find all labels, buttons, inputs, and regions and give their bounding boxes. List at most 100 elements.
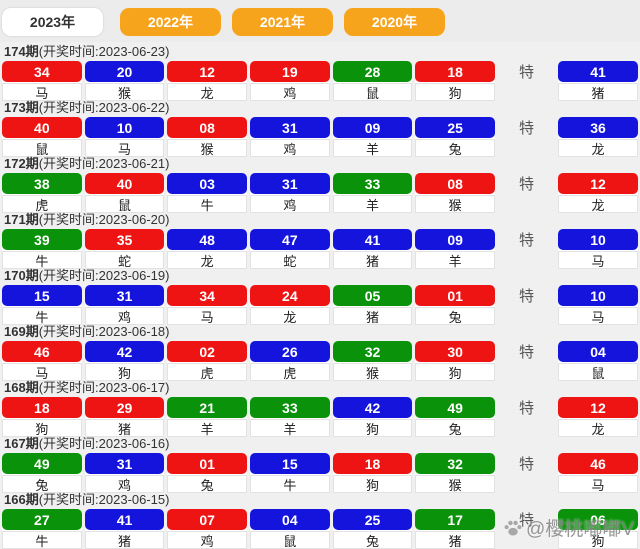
special-label: 特 xyxy=(518,400,534,417)
zodiac-label: 兔 xyxy=(415,419,495,437)
zodiac-label: 龙 xyxy=(249,307,330,325)
number-cell: 01 兔 xyxy=(415,285,495,325)
zodiac-label: 猪 xyxy=(332,251,413,269)
zodiac-label: 虎 xyxy=(2,195,82,213)
zodiac-label: 猪 xyxy=(332,307,413,325)
zodiac-label: 猪 xyxy=(415,531,495,549)
draw-block: 173期(开奖时间:2023-06-22) 40 鼠 10 马 08 猴 31 鸡 09 羊 25 兔… xyxy=(0,99,640,157)
number-cell: 49 兔 xyxy=(415,397,495,437)
draw-title: 169期(开奖时间:2023-06-18) xyxy=(0,323,640,341)
number-ball: 04 xyxy=(249,509,330,530)
number-cell: 21 羊 xyxy=(167,397,247,437)
number-ball: 04 xyxy=(557,341,638,362)
number-ball: 12 xyxy=(167,61,247,82)
number-ball: 24 xyxy=(249,285,330,306)
draw-title: 172期(开奖时间:2023-06-21) xyxy=(0,155,640,173)
number-cell: 40 鼠 xyxy=(84,173,165,213)
special-label: 特 xyxy=(518,456,534,473)
draw-period: 170期 xyxy=(4,268,39,283)
number-ball: 27 xyxy=(2,509,82,530)
tab-2023[interactable]: 2023年 xyxy=(2,8,103,36)
number-cell: 07 鸡 xyxy=(167,509,247,549)
special-label: 特 xyxy=(518,232,534,249)
number-cell: 15 牛 xyxy=(2,285,82,325)
special-cell: 04 鼠 xyxy=(557,341,638,381)
tab-2022[interactable]: 2022年 xyxy=(120,8,221,36)
number-cell: 31 鸡 xyxy=(84,285,165,325)
draw-period: 172期 xyxy=(4,156,39,171)
zodiac-label: 马 xyxy=(557,251,638,269)
number-ball: 46 xyxy=(557,453,638,474)
zodiac-label: 马 xyxy=(557,475,638,493)
number-cell: 24 龙 xyxy=(249,285,330,325)
zodiac-label: 羊 xyxy=(332,139,413,157)
number-ball: 31 xyxy=(249,117,330,138)
number-ball: 31 xyxy=(84,453,165,474)
number-cell: 49 兔 xyxy=(2,453,82,493)
number-cell: 41 猪 xyxy=(332,229,413,269)
number-ball: 09 xyxy=(415,229,495,250)
draw-row: 34 马 20 猴 12 龙 19 鸡 28 鼠 18 狗 特 41 猪 xyxy=(0,61,640,101)
draw-time: (开奖时间:2023-06-17) xyxy=(38,380,170,395)
number-ball: 01 xyxy=(415,285,495,306)
draw-period: 167期 xyxy=(4,436,39,451)
draw-block: 172期(开奖时间:2023-06-21) 38 虎 40 鼠 03 牛 31 鸡 33 羊 08 猴… xyxy=(0,155,640,213)
draw-time: (开奖时间:2023-06-18) xyxy=(38,324,170,339)
tab-2021[interactable]: 2021年 xyxy=(232,8,333,36)
number-cell: 01 兔 xyxy=(167,453,247,493)
zodiac-label: 马 xyxy=(557,307,638,325)
number-cell: 08 猴 xyxy=(167,117,247,157)
number-cell: 28 鼠 xyxy=(332,61,413,101)
zodiac-label: 狗 xyxy=(332,419,413,437)
draw-period: 169期 xyxy=(4,324,39,339)
draw-block: 169期(开奖时间:2023-06-18) 46 马 42 狗 02 虎 26 虎 32 猴 30 狗… xyxy=(0,323,640,381)
special-label: 特 xyxy=(518,176,534,193)
number-ball: 31 xyxy=(249,173,330,194)
number-ball: 47 xyxy=(249,229,330,250)
number-cell: 32 猴 xyxy=(332,341,413,381)
zodiac-label: 狗 xyxy=(415,83,495,101)
zodiac-label: 牛 xyxy=(2,531,82,549)
draw-time: (开奖时间:2023-06-23) xyxy=(38,44,170,59)
zodiac-label: 牛 xyxy=(2,251,82,269)
draw-block: 174期(开奖时间:2023-06-23) 34 马 20 猴 12 龙 19 鸡 28 鼠 18 狗… xyxy=(0,43,640,101)
number-cell: 26 虎 xyxy=(249,341,330,381)
number-ball: 34 xyxy=(2,61,82,82)
number-ball: 28 xyxy=(332,61,413,82)
zodiac-label: 鸡 xyxy=(167,531,247,549)
number-cell: 04 鼠 xyxy=(249,509,330,549)
draw-time: (开奖时间:2023-06-19) xyxy=(38,268,170,283)
number-cell: 27 牛 xyxy=(2,509,82,549)
draw-title: 174期(开奖时间:2023-06-23) xyxy=(0,43,640,61)
zodiac-label: 猪 xyxy=(84,531,165,549)
number-ball: 32 xyxy=(415,453,495,474)
draw-row: 27 牛 41 猪 07 鸡 04 鼠 25 兔 17 猪特 06 狗 xyxy=(0,509,640,549)
number-ball: 21 xyxy=(167,397,247,418)
number-ball: 15 xyxy=(249,453,330,474)
zodiac-label: 龙 xyxy=(557,139,638,157)
zodiac-label: 龙 xyxy=(557,419,638,437)
number-ball: 32 xyxy=(332,341,413,362)
number-ball: 12 xyxy=(557,397,638,418)
zodiac-label: 马 xyxy=(84,139,165,157)
draw-row: 18 狗 29 猪 21 羊 33 羊 42 狗 49 兔特 12 龙 xyxy=(0,397,640,437)
number-cell: 30 狗 xyxy=(415,341,495,381)
number-cell: 19 鸡 xyxy=(249,61,330,101)
number-cell: 46 马 xyxy=(2,341,82,381)
number-ball: 10 xyxy=(557,229,638,250)
number-cell: 39 牛 xyxy=(2,229,82,269)
number-cell: 35 蛇 xyxy=(84,229,165,269)
draw-title: 173期(开奖时间:2023-06-22) xyxy=(0,99,640,117)
number-ball: 20 xyxy=(84,61,165,82)
tab-2020[interactable]: 2020年 xyxy=(344,8,445,36)
number-ball: 42 xyxy=(84,341,165,362)
draw-block: 171期(开奖时间:2023-06-20) 39 牛 35 蛇 48 龙 47 蛇 41 猪 09 羊… xyxy=(0,211,640,269)
number-ball: 06 xyxy=(557,509,638,530)
draw-block: 167期(开奖时间:2023-06-16) 49 兔 31 鸡 01 兔 15 牛 18 狗 32 猴… xyxy=(0,435,640,493)
special-cell: 41 猪 xyxy=(557,61,638,101)
number-ball: 34 xyxy=(167,285,247,306)
draw-row: 38 虎 40 鼠 03 牛 31 鸡 33 羊 08 猴 特 12 龙 xyxy=(0,173,640,213)
draw-time: (开奖时间:2023-06-21) xyxy=(38,156,170,171)
zodiac-label: 蛇 xyxy=(84,251,165,269)
